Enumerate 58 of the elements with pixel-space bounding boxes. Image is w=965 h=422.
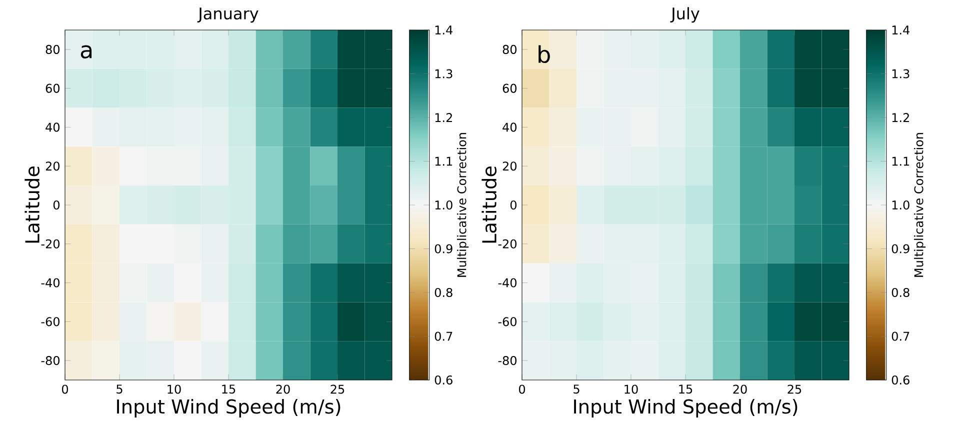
- x-tick-label: 10: [168, 384, 181, 394]
- y-tick-label: 60: [502, 84, 516, 93]
- y-tick-label: 0: [510, 200, 516, 210]
- annotation: b: [538, 45, 550, 64]
- y-tick-label: 40: [502, 122, 516, 132]
- color-bar-label: 1.3: [892, 69, 910, 78]
- x-tick-label: 5: [574, 384, 580, 394]
- y-tick-label: 80: [46, 44, 60, 54]
- y-tick-label: -40: [41, 278, 60, 288]
- color-bar-label: 0.8: [892, 288, 910, 298]
- color-bar-label: 0.7: [892, 332, 910, 341]
- color-bar-label: 0.6: [434, 375, 452, 385]
- color-bar-label: 0.6: [892, 375, 910, 385]
- color-bar-label: 1.4: [435, 26, 452, 34]
- x-tick-label: 25: [788, 384, 802, 394]
- color-bar-label: 1.0: [435, 200, 452, 210]
- x-tick-label: 25: [330, 384, 344, 394]
- color-bar-label: 1.0: [892, 200, 910, 210]
- y-axis-title: Latitude: [24, 166, 40, 243]
- color-bar-label: 1.3: [435, 69, 452, 78]
- y-axis-title: Latitude: [482, 166, 497, 243]
- chart-title: January: [197, 8, 258, 23]
- y-tick-label: 40: [46, 122, 60, 132]
- x-tick-label: 0: [62, 384, 68, 394]
- x-tick-label: 20: [733, 384, 747, 394]
- x-tick-label: 20: [276, 384, 290, 394]
- color-bar-label: 1.1: [435, 156, 452, 166]
- color-bar-label: 0.7: [434, 332, 452, 341]
- y-tick-label: -20: [41, 239, 60, 248]
- chart-title: July: [670, 7, 700, 23]
- color-bar-label: 1.1: [892, 156, 910, 166]
- annotation: a: [80, 45, 92, 58]
- y-tick-label: -60: [498, 317, 516, 326]
- x-tick-label: 15: [222, 384, 236, 394]
- color-bar-label: 0.8: [434, 288, 452, 298]
- y-tick-label: -20: [498, 239, 516, 248]
- color-bar-label: 1.2: [892, 113, 909, 122]
- y-tick-label: 20: [46, 162, 60, 171]
- color-bar-title: Multiplicative Correction: [456, 133, 469, 277]
- y-tick-label: 20: [502, 162, 516, 171]
- x-axis-title: Input Wind Speed (m/s): [574, 398, 798, 418]
- x-axis-title: Input Wind Speed (m/s): [117, 398, 340, 418]
- color-bar-label: 0.9: [434, 244, 452, 254]
- x-tick-label: 0: [518, 384, 526, 394]
- color-bar-label: 1.2: [435, 113, 452, 122]
- y-tick-label: 0: [53, 200, 60, 210]
- y-tick-label: -80: [498, 356, 516, 366]
- color-bar-title: Multiplicative Correction: [914, 133, 926, 277]
- y-tick-label: -80: [41, 356, 60, 366]
- y-tick-label: 60: [46, 84, 60, 93]
- color-bar-label: 1.4: [892, 26, 910, 34]
- x-tick-label: 15: [679, 384, 692, 394]
- y-tick-label: -40: [498, 278, 516, 288]
- color-bar-label: 0.9: [892, 244, 910, 254]
- x-tick-label: 5: [116, 384, 122, 394]
- y-tick-label: 80: [502, 44, 516, 54]
- y-tick-label: -60: [41, 317, 60, 326]
- x-tick-label: 10: [624, 384, 638, 394]
